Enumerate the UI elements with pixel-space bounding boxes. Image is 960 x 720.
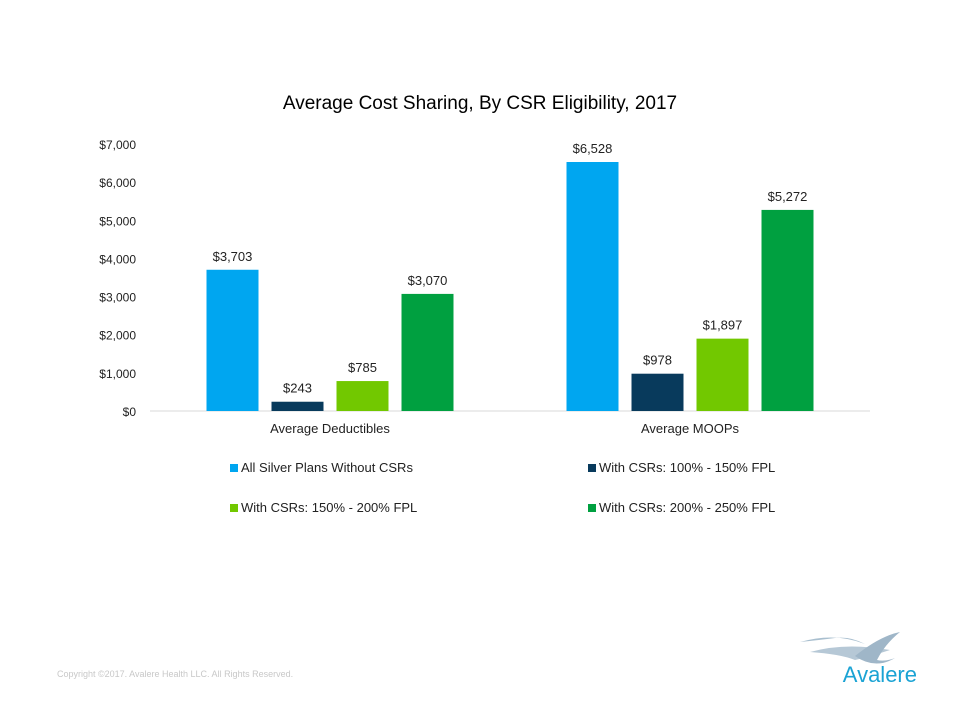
data-label: $6,528 [573, 141, 613, 156]
legend-swatch [230, 504, 238, 512]
bar [336, 381, 389, 411]
legend-swatch [230, 464, 238, 472]
bar [401, 293, 454, 411]
data-label: $1,897 [703, 318, 743, 333]
bar [206, 269, 259, 411]
bar [696, 338, 749, 411]
chart-title: Average Cost Sharing, By CSR Eligibility… [283, 93, 677, 114]
bar [631, 373, 684, 411]
legend-label: All Silver Plans Without CSRs [241, 460, 413, 475]
data-label: $785 [348, 360, 377, 375]
bar-chart: Average Cost Sharing, By CSR Eligibility… [99, 93, 870, 515]
y-tick-label: $3,000 [99, 291, 136, 305]
data-label: $5,272 [768, 189, 808, 204]
y-tick-label: $5,000 [99, 214, 136, 228]
y-tick-label: $4,000 [99, 252, 136, 266]
bar [271, 401, 324, 411]
data-label: $3,070 [408, 273, 448, 288]
y-tick-label: $7,000 [99, 138, 136, 152]
bar [761, 209, 814, 411]
bar [566, 162, 619, 411]
legend-label: With CSRs: 150% - 200% FPL [241, 500, 417, 515]
data-label: $3,703 [213, 249, 253, 264]
y-tick-label: $2,000 [99, 329, 136, 343]
y-tick-label: $1,000 [99, 367, 136, 381]
legend-label: With CSRs: 100% - 150% FPL [599, 460, 775, 475]
x-tick-label: Average MOOPs [641, 421, 740, 436]
data-label: $243 [283, 381, 312, 396]
data-label: $978 [643, 353, 672, 368]
copyright-text: Copyright ©2017. Avalere Health LLC. All… [57, 669, 294, 679]
y-tick-label: $0 [123, 405, 137, 419]
logo-text: Avalere [843, 662, 917, 685]
y-tick-label: $6,000 [99, 176, 136, 190]
legend-swatch [588, 464, 596, 472]
legend-label: With CSRs: 200% - 250% FPL [599, 500, 775, 515]
legend-swatch [588, 504, 596, 512]
avalere-logo: Avalere [800, 632, 917, 685]
x-tick-label: Average Deductibles [270, 421, 390, 436]
